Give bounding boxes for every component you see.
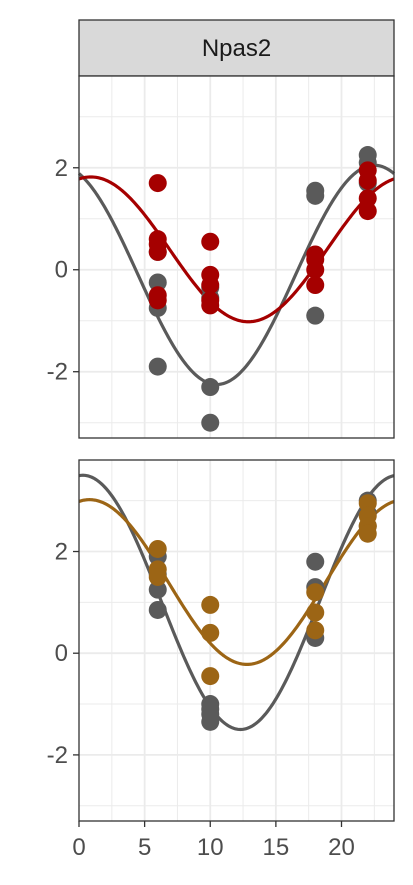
x-tick-label: 5 — [138, 834, 151, 861]
top-panel: -2 0 2 — [47, 75, 396, 439]
y-tick-label: 2 — [55, 155, 68, 182]
bottom-panel-x-axis: 0 5 10 15 20 — [72, 821, 355, 861]
series-1-fit-curve — [78, 498, 395, 667]
series-1-fit-curve — [78, 175, 395, 324]
series-1-point — [358, 202, 377, 221]
x-tick-label: 0 — [72, 834, 85, 861]
series-1-point — [201, 232, 220, 251]
series-0-point — [148, 273, 167, 292]
series-1-point — [306, 260, 325, 279]
series-1-point — [148, 291, 167, 310]
y-tick-label: 2 — [55, 539, 68, 566]
bottom-panel-border — [78, 459, 395, 822]
series-1-point — [358, 171, 377, 190]
bottom-panel-y-axis: -2 0 2 — [47, 539, 79, 769]
series-1-point — [306, 603, 325, 622]
facet-strip-label: Npas2 — [202, 35, 271, 62]
top-panel-points — [148, 146, 377, 432]
y-tick-label: -2 — [47, 359, 68, 386]
series-1-point — [306, 583, 325, 602]
series-1-point — [201, 296, 220, 315]
y-tick-label: 0 — [55, 257, 68, 284]
top-panel-y-axis: -2 0 2 — [47, 155, 79, 386]
top-panel-fit-curves — [77, 163, 396, 387]
series-1-point — [358, 524, 377, 543]
series-1-point — [201, 667, 220, 686]
series-1-point — [306, 621, 325, 640]
series-0-point — [201, 378, 220, 397]
series-1-point — [148, 174, 167, 193]
x-tick-label: 20 — [328, 834, 355, 861]
y-tick-label: 0 — [55, 640, 68, 667]
bottom-panel: -2 0 2 0 5 10 15 20 — [47, 459, 395, 861]
facet-strip-background — [78, 19, 395, 77]
series-0-point — [201, 413, 220, 432]
series-0-point — [306, 552, 325, 571]
series-0-point — [201, 712, 220, 731]
series-0-point — [306, 186, 325, 205]
x-tick-label: 15 — [263, 834, 290, 861]
series-1-point — [201, 595, 220, 614]
series-0-point — [148, 580, 167, 599]
series-0-fit-curve — [78, 473, 395, 732]
series-0-fit-curve — [77, 163, 396, 387]
series-0-point — [306, 306, 325, 325]
top-panel-border — [78, 75, 395, 439]
facet-strip: Npas2 — [78, 19, 395, 77]
series-1-point — [201, 623, 220, 642]
bottom-panel-fit-curves — [78, 473, 395, 732]
series-1-point — [148, 539, 167, 558]
series-0-point — [148, 600, 167, 619]
series-1-point — [306, 276, 325, 295]
series-1-point — [148, 567, 167, 586]
bottom-panel-points — [148, 491, 377, 731]
bottom-panel-background — [79, 460, 394, 821]
y-tick-label: -2 — [47, 742, 68, 769]
top-panel-background — [79, 76, 394, 438]
top-panel-grid — [79, 76, 394, 438]
series-1-point — [358, 189, 377, 208]
series-1-point — [201, 276, 220, 295]
series-1-point — [148, 242, 167, 261]
series-0-point — [148, 357, 167, 376]
x-tick-label: 10 — [197, 834, 224, 861]
series-1-point — [358, 494, 377, 513]
